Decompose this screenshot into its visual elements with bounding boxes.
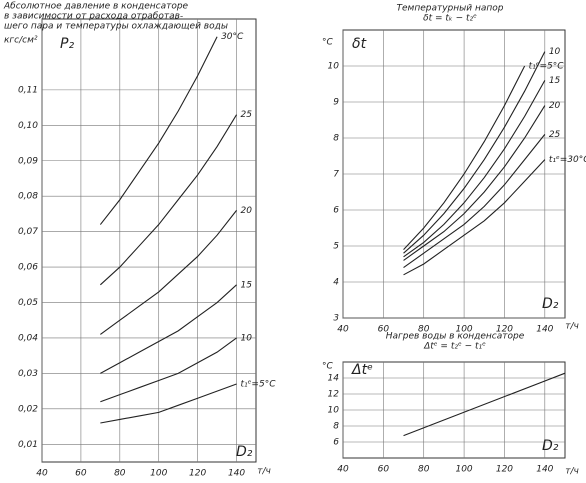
y-label: P₂ (60, 36, 74, 52)
curve (403, 134, 546, 269)
chart-title: Δtᵉ = t₂ᵉ − t₁ᵉ (423, 342, 486, 352)
x-unit: т/ч (257, 467, 271, 477)
x-tick-label: 40 (337, 325, 349, 335)
y-tick-label: 0,07 (18, 227, 38, 237)
curve-label: 10 (549, 47, 561, 57)
y-tick-label: 0,11 (18, 85, 38, 95)
curve (99, 36, 218, 225)
y-tick-label: 8 (333, 422, 339, 432)
x-unit: т/ч (565, 322, 579, 332)
y-tick-label: 7 (333, 170, 339, 180)
chart-title: Абсолютное давление в конденсаторе (3, 2, 189, 12)
x-tick-label: 140 (228, 469, 245, 479)
y-tick-label: 8 (333, 134, 339, 144)
y-unit: °C (322, 362, 334, 372)
y-tick-label: 0,08 (18, 192, 38, 202)
curve (100, 383, 237, 424)
curve (100, 337, 237, 403)
y-tick-label: 9 (333, 98, 339, 108)
x-tick-label: 60 (378, 465, 390, 475)
y-tick-label: 0,10 (18, 121, 38, 131)
y-tick-label: 4 (333, 278, 339, 288)
x-tick-label: 80 (114, 469, 126, 479)
curve-label: 10 (241, 333, 253, 343)
y-tick-label: 0,01 (18, 440, 38, 450)
chart-title: Температурный напор (397, 4, 504, 14)
x-unit: т/ч (565, 467, 579, 477)
curve (100, 284, 237, 374)
plot-frame (41, 18, 257, 463)
y-tick-label: 0,05 (18, 298, 38, 308)
curve-label: 25 (241, 110, 253, 120)
y-label: δt (352, 36, 367, 52)
curve (403, 159, 546, 276)
y-tick-label: 5 (333, 242, 339, 252)
x-tick-label: 100 (150, 469, 167, 479)
chart-title: шего пара и температуры охлаждающей воды (4, 22, 228, 32)
chart-title: Нагрев воды в конденсаторе (386, 332, 525, 342)
chart-title: δt = tₖ − t₂ᵉ (423, 14, 477, 24)
y-tick-label: 0,09 (18, 156, 38, 166)
x-tick-label: 140 (536, 325, 553, 335)
x-tick-label: 60 (75, 469, 87, 479)
y-tick-label: 12 (328, 390, 340, 400)
curve (100, 210, 237, 335)
x-tick-label: 80 (418, 465, 430, 475)
y-tick-label: 10 (328, 62, 340, 72)
curve (99, 114, 238, 286)
curve-label: 15 (241, 280, 253, 290)
curve-label: 20 (241, 206, 253, 216)
x-tick-label: 80 (418, 325, 430, 335)
y-unit: кгс/см² (4, 36, 38, 46)
curve-label: 30°C (221, 32, 244, 42)
x-tick-label: 120 (496, 465, 513, 475)
curve (403, 372, 566, 437)
curve (403, 51, 546, 254)
x-tick-label: 60 (378, 325, 390, 335)
x-tick-label: 100 (455, 465, 472, 475)
x-tick-label: 100 (455, 325, 472, 335)
curve-label: 25 (549, 130, 561, 140)
x-tick-label: 120 (496, 325, 513, 335)
curve-label: t₁ᵉ=30°C (549, 155, 586, 165)
chart-title: в зависимости от расхода отработав- (4, 12, 183, 22)
x-label: D₂ (542, 296, 559, 312)
y-tick-label: 6 (333, 206, 339, 216)
curve-label: t₁ᵉ=5°C (241, 380, 277, 390)
y-tick-label: 14 (328, 374, 340, 384)
curve (403, 65, 526, 250)
y-tick-label: 6 (333, 438, 339, 448)
x-tick-label: 120 (189, 469, 206, 479)
y-unit: °C (322, 38, 334, 48)
x-tick-label: 140 (536, 465, 553, 475)
x-tick-label: 40 (36, 469, 48, 479)
y-tick-label: 10 (328, 406, 340, 416)
curve-label: 15 (549, 76, 561, 86)
x-tick-label: 40 (337, 465, 349, 475)
y-tick-label: 0,04 (18, 333, 38, 343)
x-label: D₂ (542, 438, 559, 454)
y-tick-label: 0,02 (18, 404, 38, 414)
curve-label: 20 (549, 101, 561, 111)
y-tick-label: 3 (333, 314, 339, 324)
y-tick-label: 0,06 (18, 263, 38, 273)
curve (403, 105, 546, 261)
y-label: Δtᵉ (351, 362, 373, 378)
curve-label: t₁ᵉ=5°C (529, 62, 565, 72)
curve (403, 80, 546, 258)
y-tick-label: 0,03 (18, 369, 38, 379)
x-label: D₂ (236, 444, 253, 460)
